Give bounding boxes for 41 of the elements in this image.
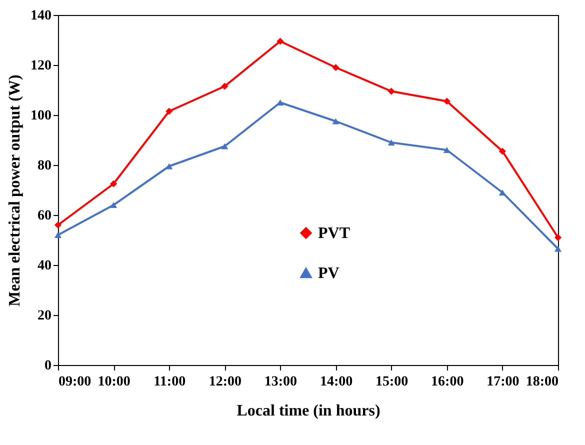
legend-label: PV bbox=[318, 265, 340, 282]
point bbox=[498, 189, 506, 196]
point bbox=[110, 202, 118, 208]
x-tick-label: 09:00 bbox=[58, 374, 92, 390]
legend-label: PVT bbox=[318, 225, 350, 242]
point bbox=[221, 82, 228, 90]
y-tick-label: 120 bbox=[30, 58, 52, 74]
x-tick-label: 14:00 bbox=[320, 374, 353, 390]
x-tick-label: 16:00 bbox=[431, 374, 464, 390]
x-tick-label: 17:00 bbox=[486, 374, 520, 390]
y-tick-label: 100 bbox=[30, 108, 52, 124]
point bbox=[54, 221, 62, 229]
point bbox=[332, 64, 340, 72]
point bbox=[332, 118, 340, 124]
y-tick-label: 40 bbox=[38, 258, 52, 274]
point bbox=[443, 146, 450, 154]
point bbox=[110, 180, 118, 188]
point bbox=[554, 234, 562, 242]
point bbox=[54, 232, 62, 238]
x-tick-label: 18:00 bbox=[526, 374, 558, 390]
point bbox=[276, 38, 284, 45]
y-tick-label: 0 bbox=[44, 358, 52, 374]
x-tick-label: 13:00 bbox=[264, 374, 298, 390]
point bbox=[443, 98, 450, 105]
point bbox=[221, 143, 228, 150]
point bbox=[388, 139, 395, 146]
point bbox=[554, 246, 562, 252]
point bbox=[166, 163, 173, 170]
y-tick-label: 60 bbox=[38, 208, 52, 224]
y-tick-label: 20 bbox=[38, 308, 52, 324]
x-tick-label: 10:00 bbox=[98, 374, 130, 390]
x-tick-label: 15:00 bbox=[375, 374, 408, 390]
y-tick-label: 140 bbox=[30, 8, 52, 24]
point bbox=[166, 108, 173, 115]
point bbox=[498, 148, 506, 155]
x-tick-label: 12:00 bbox=[208, 374, 242, 390]
point bbox=[388, 88, 395, 95]
x-axis-title: Local time (in hours) bbox=[236, 402, 380, 420]
y-tick-label: 80 bbox=[38, 158, 52, 174]
y-axis-title: Mean electrical power output (W) bbox=[6, 74, 24, 306]
x-tick-label: 11:00 bbox=[154, 374, 186, 390]
